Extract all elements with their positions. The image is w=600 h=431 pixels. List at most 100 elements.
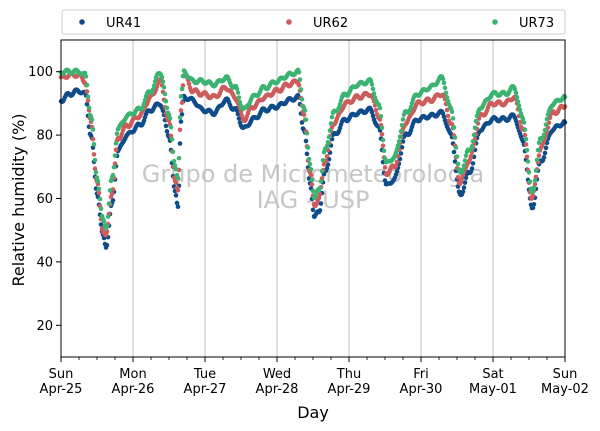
y-tick-label: 100 [28, 65, 53, 80]
data-point-UR41 [469, 166, 475, 171]
data-point-UR41 [460, 189, 466, 194]
data-point-UR73 [516, 103, 522, 109]
data-point-UR73 [541, 132, 547, 138]
data-point-UR73 [179, 86, 185, 92]
legend-marker-UR73 [492, 19, 498, 25]
data-point-UR41 [178, 119, 184, 124]
data-point-UR62 [468, 153, 474, 159]
data-point-UR73 [398, 128, 404, 134]
data-point-UR41 [310, 207, 316, 213]
data-point-UR73 [106, 201, 112, 206]
data-point-UR41 [542, 150, 548, 156]
data-point-UR73 [298, 87, 304, 92]
data-point-UR73 [307, 161, 313, 167]
data-point-UR62 [186, 81, 192, 87]
data-point-UR73 [378, 114, 384, 119]
data-point-UR73 [152, 79, 158, 84]
data-point-UR41 [299, 120, 305, 125]
data-point-UR73 [303, 117, 309, 123]
y-tick-label: 80 [36, 129, 53, 144]
data-point-UR73 [160, 79, 166, 84]
data-point-UR73 [163, 98, 169, 104]
x-tick-day-label: Thu [336, 367, 361, 382]
data-point-UR73 [320, 158, 326, 163]
x-tick-date-label: May-02 [541, 382, 589, 397]
data-point-UR73 [443, 90, 449, 96]
data-point-UR41 [160, 108, 166, 114]
data-point-UR73 [302, 108, 308, 113]
data-point-UR73 [514, 94, 520, 100]
data-point-UR41 [303, 138, 309, 144]
data-point-UR73 [449, 109, 455, 114]
data-point-UR73 [141, 101, 147, 107]
data-point-UR62 [530, 193, 536, 199]
data-point-UR62 [109, 191, 115, 197]
data-point-UR73 [324, 143, 330, 149]
data-point-UR73 [469, 144, 475, 149]
data-point-UR62 [317, 191, 323, 197]
data-point-UR73 [309, 177, 315, 183]
data-point-UR73 [84, 82, 90, 88]
legend-box [61, 9, 566, 35]
data-point-UR73 [473, 118, 479, 124]
legend: UR41 UR62 UR73 [61, 9, 566, 35]
data-point-UR62 [96, 190, 102, 196]
x-tick-day-label: Sun [49, 367, 74, 382]
data-point-UR73 [453, 145, 459, 150]
data-point-UR73 [168, 124, 174, 130]
data-point-UR73 [450, 116, 456, 121]
data-point-UR73 [515, 99, 521, 104]
data-point-UR41 [530, 205, 536, 211]
data-point-UR41 [369, 109, 375, 115]
data-point-UR73 [319, 168, 325, 174]
legend-marker-UR62 [286, 19, 292, 25]
data-point-UR41 [451, 149, 457, 155]
data-point-UR62 [455, 175, 461, 180]
data-point-UR73 [235, 90, 241, 95]
data-point-UR73 [527, 179, 533, 185]
data-point-UR62 [85, 98, 91, 103]
data-point-UR73 [296, 69, 302, 75]
data-point-UR73 [521, 120, 527, 125]
data-point-UR73 [112, 153, 118, 158]
data-point-UR73 [175, 175, 181, 181]
data-point-UR62 [524, 154, 530, 160]
data-point-UR73 [86, 105, 92, 110]
data-point-UR62 [536, 153, 542, 158]
x-tick-day-label: Fri [413, 367, 429, 382]
data-point-UR62 [324, 154, 330, 159]
legend-label-UR62: UR62 [313, 16, 348, 31]
data-point-UR73 [310, 188, 316, 194]
data-point-UR73 [531, 185, 537, 191]
data-point-UR73 [542, 127, 548, 133]
data-point-UR73 [96, 186, 102, 192]
data-point-UR41 [324, 166, 330, 171]
data-point-UR73 [167, 115, 173, 121]
data-point-UR73 [532, 178, 538, 183]
data-point-UR73 [460, 167, 466, 172]
legend-label-UR41: UR41 [106, 16, 141, 31]
data-point-UR62 [449, 121, 455, 127]
y-tick-label: 20 [36, 319, 53, 334]
data-point-UR62 [112, 161, 118, 166]
data-point-UR73 [474, 113, 480, 119]
data-point-UR73 [113, 141, 119, 146]
data-point-UR41 [370, 113, 376, 119]
data-point-UR62 [382, 165, 388, 170]
data-point-UR73 [545, 112, 551, 117]
x-tick-date-label: Apr-30 [400, 382, 443, 397]
data-point-UR73 [234, 86, 240, 91]
x-tick-day-label: Tue [193, 367, 216, 382]
data-point-UR73 [368, 78, 374, 84]
data-point-UR62 [445, 113, 451, 119]
x-tick-date-label: May-01 [469, 382, 517, 397]
data-point-UR73 [380, 137, 386, 143]
data-point-UR73 [377, 105, 383, 111]
data-point-UR62 [92, 166, 98, 171]
x-tick-day-label: Sun [553, 367, 578, 382]
data-point-UR73 [544, 116, 550, 122]
data-point-UR73 [471, 132, 477, 138]
data-point-UR73 [337, 102, 343, 107]
legend-marker-UR41 [79, 19, 85, 25]
data-point-UR73 [236, 95, 242, 100]
